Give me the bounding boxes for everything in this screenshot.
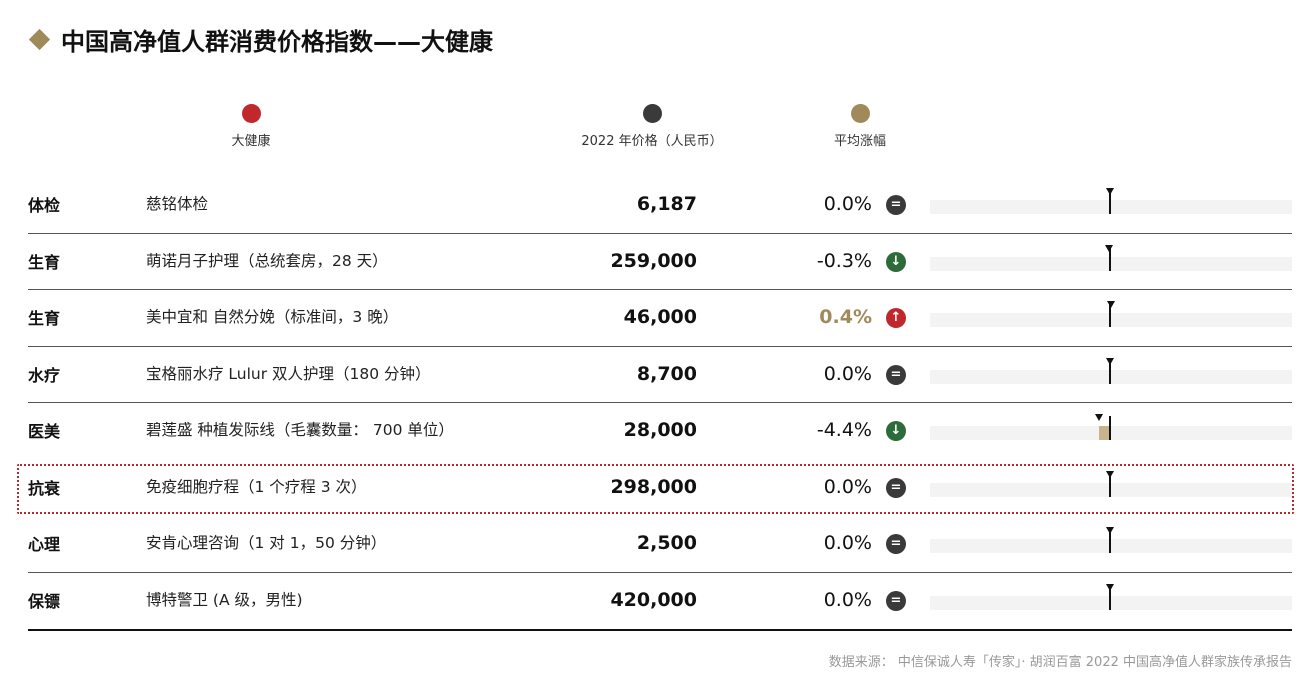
table-row: 医美 碧莲盛 种植发际线（毛囊数量： 700 单位） 28,000 -4.4% …: [0, 404, 1308, 461]
legend-category: 大健康: [151, 104, 351, 149]
zero-marker: [1109, 246, 1111, 271]
flat-icon: =: [886, 364, 906, 385]
down-arrow-icon: ↓: [886, 251, 906, 272]
highlight-box: [17, 464, 1294, 514]
change-percent: -0.3%: [816, 249, 872, 272]
price: 259,000: [610, 249, 697, 272]
table-row: 抗衰 免疫细胞疗程（1 个疗程 3 次） 298,000 0.0% =: [0, 461, 1308, 518]
change-bar-track: [930, 527, 1292, 553]
legend-label: 2022 年价格（人民币）: [581, 134, 723, 149]
source-note: 数据来源： 中信保诚人寿「传家」· 胡润百富 2022 中国高净值人群家族传承报…: [828, 655, 1292, 670]
category: 生育: [28, 309, 61, 328]
change-bar-track: [930, 470, 1292, 497]
dark-dot-icon: [642, 104, 662, 123]
item-name: 美中宜和 自然分娩（标准间，3 晚）: [146, 308, 399, 326]
title-text: 中国高净值人群消费价格指数——大健康: [61, 28, 493, 56]
table-row: 保镖 博特警卫 (A 级，男性) 420,000 0.0% =: [0, 574, 1308, 631]
change-bar-track: [930, 188, 1292, 214]
price: 28,000: [623, 419, 697, 441]
change-bar: [1099, 426, 1110, 440]
marker-triangle-icon: [1106, 527, 1114, 534]
diamond-icon: [28, 28, 51, 51]
marker-triangle-icon: [1106, 583, 1114, 591]
price: 6,187: [636, 193, 697, 215]
table-row: 水疗 宝格丽水疗 Lulur 双人护理（180 分钟） 8,700 0.0% =: [0, 348, 1308, 405]
change-percent: 0.0%: [823, 588, 872, 611]
change-percent: -4.4%: [816, 419, 872, 441]
price: 46,000: [623, 306, 697, 328]
table-row: 生育 萌诺月子护理（总统套房，28 天） 259,000 -0.3% ↓: [0, 235, 1308, 292]
item-name: 慈铭体检: [146, 195, 209, 213]
change-bar-track: [930, 244, 1292, 271]
marker-triangle-icon: [1106, 470, 1114, 478]
table-row: 体检 慈铭体检 6,187 0.0% =: [0, 178, 1308, 235]
flat-icon: =: [886, 590, 906, 611]
zero-marker: [1109, 359, 1111, 384]
table-row: 心理 安肯心理咨询（1 对 1，50 分钟） 2,500 0.0% =: [0, 517, 1308, 574]
item-name: 碧莲盛 种植发际线（毛囊数量： 700 单位）: [146, 421, 454, 439]
item-name: 宝格丽水疗 Lulur 双人护理（180 分钟）: [146, 364, 431, 383]
change-percent: 0.0%: [823, 532, 872, 554]
row-divider: [28, 345, 1292, 347]
zero-marker: [1109, 585, 1111, 610]
price: 298,000: [610, 475, 697, 498]
item-name: 安肯心理咨询（1 对 1，50 分钟）: [146, 534, 387, 552]
price: 8,700: [636, 362, 697, 385]
item-name: 博特警卫 (A 级，男性): [146, 590, 303, 609]
item-name: 萌诺月子护理（总统套房，28 天）: [146, 251, 388, 270]
price: 2,500: [636, 532, 697, 554]
down-arrow-icon: ↓: [886, 421, 906, 441]
row-divider: [28, 571, 1292, 573]
marker-triangle-icon: [1106, 357, 1114, 365]
row-divider: [28, 289, 1292, 290]
marker-triangle-icon: [1105, 244, 1114, 252]
change-bar-track: [930, 583, 1292, 610]
category: 生育: [28, 252, 61, 272]
price: 420,000: [610, 588, 697, 611]
row-divider: [28, 402, 1292, 403]
marker-triangle-icon: [1106, 301, 1115, 308]
change-bar-track: [930, 357, 1292, 384]
zero-marker: [1109, 416, 1111, 440]
change-percent: 0.4%: [819, 306, 872, 328]
flat-icon: =: [886, 534, 906, 554]
legend-label: 大健康: [231, 134, 271, 149]
change-percent: 0.0%: [823, 193, 872, 215]
page-title: 中国高净值人群消费价格指数——大健康: [28, 22, 493, 57]
row-divider: [28, 232, 1292, 234]
gold-dot-icon: [850, 104, 870, 123]
zero-marker: [1109, 472, 1111, 497]
category: 抗衰: [28, 478, 61, 498]
table-row: 生育 美中宜和 自然分娩（标准间，3 晚） 46,000 0.4% ↑: [0, 291, 1308, 348]
flat-icon: =: [886, 477, 906, 498]
flat-icon: =: [886, 195, 906, 215]
category: 心理: [28, 535, 61, 554]
category: 体检: [28, 196, 61, 215]
category: 水疗: [28, 365, 61, 385]
category: 保镖: [28, 591, 61, 611]
legend-change: 平均涨幅: [760, 104, 960, 149]
change-bar-track: [930, 414, 1292, 440]
zero-marker: [1109, 303, 1111, 327]
category: 医美: [28, 422, 61, 441]
change-percent: 0.0%: [823, 362, 872, 385]
up-arrow-icon: ↑: [886, 308, 906, 328]
table-bottom-rule: [28, 629, 1292, 631]
red-dot-icon: [241, 104, 261, 123]
change-percent: 0.0%: [823, 475, 872, 498]
zero-marker: [1109, 190, 1111, 214]
zero-marker: [1109, 529, 1111, 553]
legend-price: 2022 年价格（人民币）: [552, 104, 752, 149]
marker-triangle-icon: [1106, 188, 1114, 195]
legend-label: 平均涨幅: [833, 134, 886, 149]
change-bar-track: [930, 301, 1292, 327]
item-name: 免疫细胞疗程（1 个疗程 3 次）: [146, 477, 367, 496]
marker-triangle-icon: [1095, 414, 1104, 421]
